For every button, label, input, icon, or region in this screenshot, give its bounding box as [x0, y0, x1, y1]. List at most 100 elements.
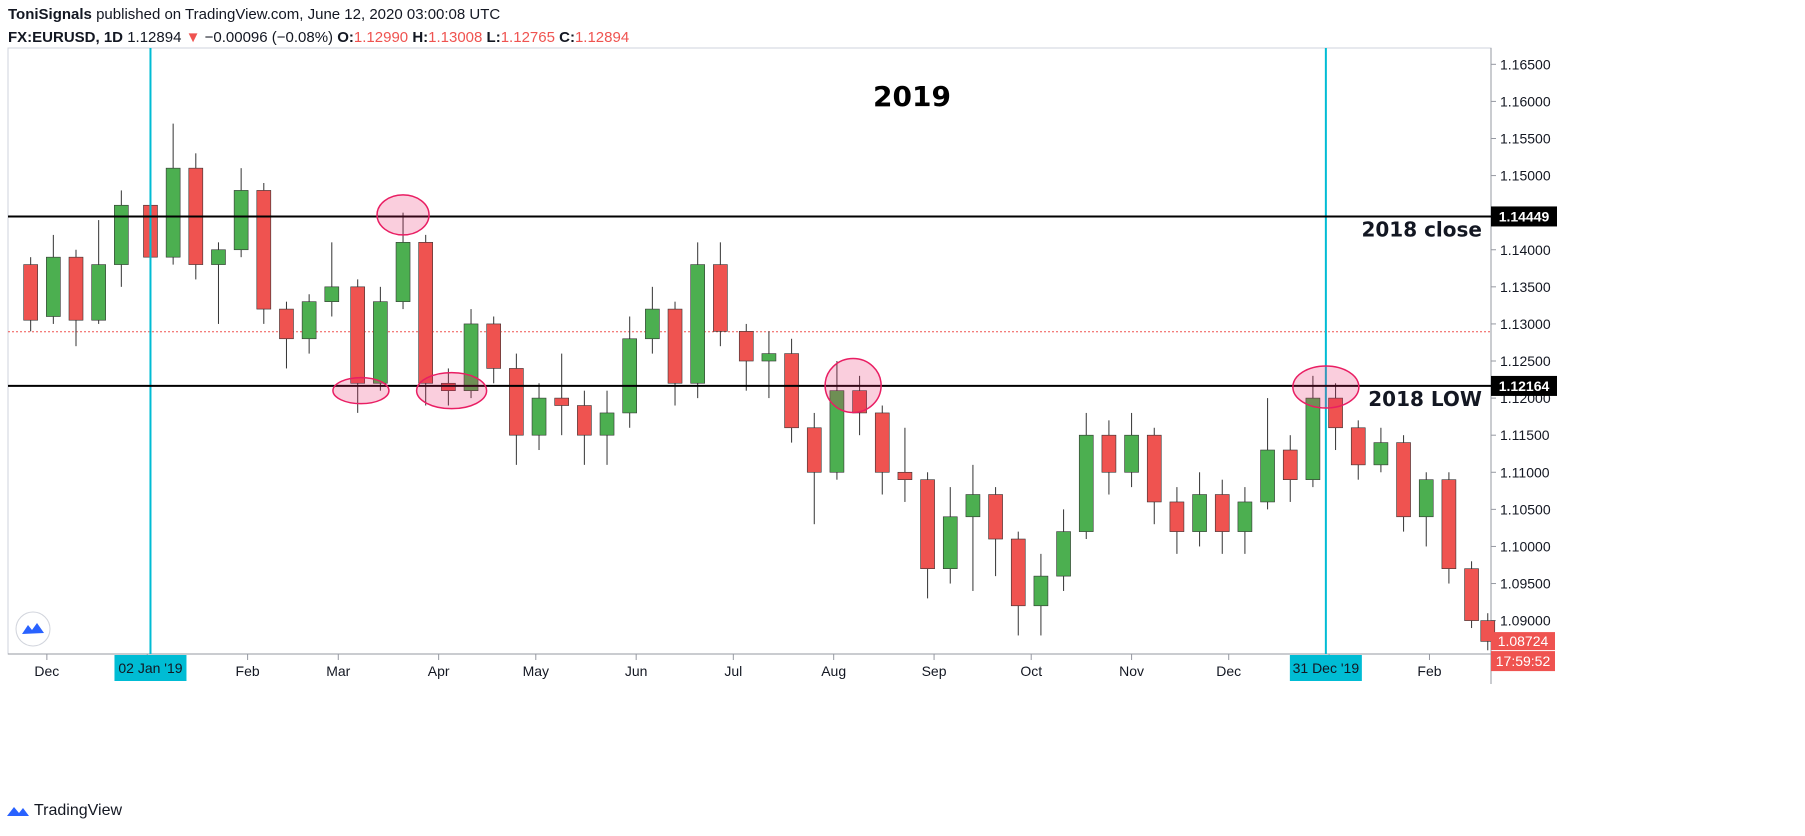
level-price-tag-text: 1.12164: [1499, 378, 1550, 394]
candle-body: [577, 405, 592, 436]
x-tick-label: Feb: [236, 663, 260, 679]
candle-body: [68, 256, 84, 321]
y-tick-label: 1.09000: [1500, 613, 1551, 629]
candle-body: [645, 308, 660, 340]
candle-body: [324, 286, 340, 302]
candle-body: [395, 242, 411, 302]
footer-brand[interactable]: TradingView: [34, 802, 123, 819]
candle-body: [1464, 568, 1479, 621]
countdown-tag-text: 17:59:52: [1496, 653, 1551, 669]
candle-body: [829, 390, 845, 473]
x-tick-label: Dec: [1216, 663, 1241, 679]
chart-title: 2019: [873, 80, 951, 113]
footer: TradingView: [6, 802, 122, 820]
candle-body: [1350, 427, 1366, 466]
highlight-ellipses: [332, 194, 1360, 414]
date-markers: 02 Jan '19 31 Dec '19: [114, 48, 1362, 681]
x-axis-ticks[interactable]: Dec Feb Mar Apr May Jun Jul Aug Sep Oct Nov Dec Feb: [34, 654, 1442, 679]
candle-body: [1169, 501, 1185, 532]
candle-body: [1214, 494, 1230, 532]
y-tick-label: 1.10000: [1500, 538, 1551, 554]
candle-body: [301, 301, 317, 340]
y-tick-label: 1.15500: [1500, 130, 1551, 146]
candle-body: [279, 308, 294, 340]
publish-info: published on TradingView.com, June 12, 2…: [96, 6, 501, 23]
price-tags: 1.08724 17:59:52: [1491, 632, 1555, 672]
y-tick-label: 1.12500: [1500, 353, 1551, 369]
candle-body: [373, 301, 388, 384]
candle-body: [1146, 434, 1162, 503]
last-price-tag-text: 1.08724: [1498, 633, 1549, 649]
level-price-tag: [1491, 375, 1557, 396]
highlight-ellipse: [332, 376, 390, 405]
candle-body: [852, 390, 867, 414]
y-tick-label: 1.13000: [1500, 316, 1551, 332]
open-value: 1.12990: [353, 29, 409, 46]
candle-body: [1418, 479, 1434, 518]
author-name[interactable]: ToniSignals: [8, 6, 92, 23]
price-change: −0.00096 (−0.08%): [204, 29, 334, 46]
highlight-ellipse: [1292, 365, 1360, 409]
y-tick-label: 1.11000: [1500, 464, 1550, 480]
x-tick-label: Nov: [1119, 663, 1144, 679]
candle-body: [784, 353, 799, 429]
candle-body: [256, 190, 272, 310]
x-tick-label: Oct: [1020, 663, 1042, 679]
candle-body: [761, 353, 777, 362]
price-chart[interactable]: 1.165001.160001.155001.150001.145001.140…: [0, 0, 1805, 800]
candle-body: [1124, 434, 1139, 473]
y-tick-label: 1.16500: [1500, 56, 1551, 72]
candle-body: [599, 412, 615, 436]
candle-body: [91, 264, 106, 321]
highlight-ellipse: [376, 194, 430, 236]
candle-body: [920, 479, 935, 570]
x-tick-label: Jul: [724, 663, 742, 679]
level-label: 2018 LOW: [1368, 387, 1482, 411]
x-tick-label: Jun: [625, 663, 648, 679]
symbol-header: FX:EURUSD, 1D 1.12894 ▼ −0.00096 (−0.08%…: [8, 29, 629, 46]
candle-body: [690, 264, 705, 384]
x-tick-label: May: [523, 663, 549, 679]
publish-header: ToniSignals published on TradingView.com…: [8, 6, 500, 23]
highlight-ellipse: [415, 371, 488, 410]
candle-body: [1237, 501, 1253, 532]
last-price: 1.12894: [127, 29, 182, 46]
x-tick-label: Aug: [821, 663, 846, 679]
last-price-tag: [1491, 632, 1555, 651]
highlight-ellipse: [824, 357, 882, 414]
low-label: L:: [486, 29, 501, 46]
y-tick-label: 1.09500: [1500, 576, 1551, 592]
candle-body: [1056, 531, 1071, 577]
high-value: 1.13008: [428, 29, 483, 46]
candle-body: [211, 249, 226, 265]
date-marker-label: 02 Jan '19: [118, 660, 182, 676]
candle-body: [531, 397, 547, 436]
candle-body: [1260, 449, 1275, 503]
candle-body: [713, 264, 728, 332]
candle-body: [738, 331, 754, 362]
candle-body: [1101, 434, 1117, 473]
candle-body: [1033, 575, 1049, 607]
level-price-tag: [1491, 206, 1557, 227]
countdown-tag: [1491, 651, 1555, 672]
date-marker-badge: [114, 655, 187, 681]
level-label: 2018 close: [1361, 217, 1482, 241]
down-arrow-icon: ▼: [185, 29, 201, 46]
y-tick-label: 1.11500: [1500, 427, 1550, 443]
y-tick-label: 1.10500: [1500, 501, 1551, 517]
y-tick-label: 1.16000: [1500, 93, 1551, 109]
candle-body: [806, 427, 822, 473]
candle-body: [897, 471, 913, 480]
candle-body: [486, 323, 501, 369]
chart-logo-button[interactable]: [15, 611, 51, 647]
candle-body: [509, 368, 524, 436]
y-tick-label: 1.14000: [1500, 242, 1551, 258]
candle-body: [1282, 449, 1298, 480]
candle-body: [622, 338, 637, 414]
x-tick-label: Feb: [1417, 663, 1441, 679]
candle-body: [667, 308, 683, 384]
y-axis-ticks[interactable]: 1.165001.160001.155001.150001.145001.140…: [1491, 56, 1551, 629]
candle-body: [1078, 434, 1094, 532]
open-label: O:: [337, 29, 354, 46]
candle-body: [988, 494, 1003, 540]
